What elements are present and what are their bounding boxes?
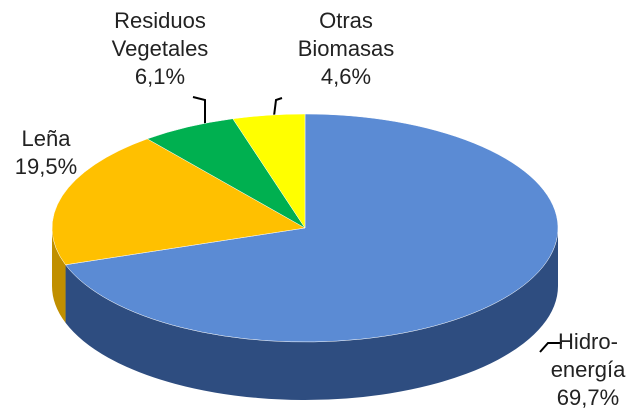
slice bbox=[65, 113, 559, 343]
value-label: 19,5% bbox=[15, 154, 77, 179]
value-label: 4,6% bbox=[321, 64, 371, 89]
leader-line bbox=[539, 342, 562, 353]
slice-label: Vegetales bbox=[112, 36, 209, 61]
leader-line bbox=[192, 96, 206, 126]
slice-label: Otras bbox=[319, 8, 373, 33]
slice-label: energía bbox=[551, 357, 626, 382]
slice-label: Biomasas bbox=[298, 36, 395, 61]
slice-label: Leña bbox=[22, 126, 72, 151]
slice-label: Hidro- bbox=[558, 329, 618, 354]
slice-side bbox=[52, 228, 66, 323]
slice bbox=[232, 113, 306, 229]
slice bbox=[51, 138, 306, 266]
slice-side bbox=[65, 228, 559, 401]
leader-line bbox=[273, 97, 283, 117]
slice-label: Residuos bbox=[114, 8, 206, 33]
value-label: 6,1% bbox=[135, 64, 185, 89]
value-label: 69,7% bbox=[557, 385, 619, 410]
